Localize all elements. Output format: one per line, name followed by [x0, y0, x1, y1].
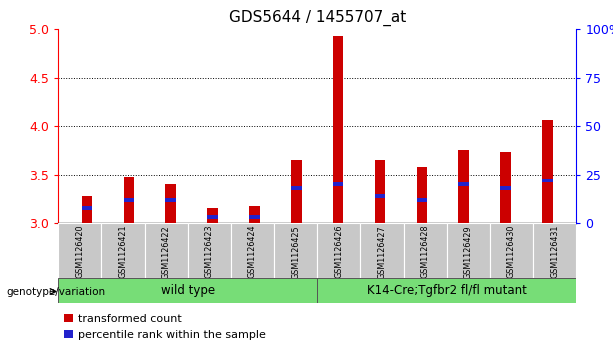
- Bar: [417, 198, 427, 202]
- Text: GSM1126430: GSM1126430: [507, 225, 516, 278]
- Bar: [375, 160, 385, 223]
- Bar: [82, 206, 92, 210]
- Bar: [207, 216, 218, 219]
- Bar: [291, 160, 302, 223]
- Text: GSM1126429: GSM1126429: [464, 225, 473, 278]
- Bar: [333, 36, 343, 223]
- Text: GSM1126428: GSM1126428: [421, 225, 430, 278]
- Text: wild type: wild type: [161, 284, 215, 297]
- Bar: [124, 177, 134, 223]
- Bar: [447, 223, 490, 278]
- Bar: [360, 223, 403, 278]
- Text: GSM1126431: GSM1126431: [550, 225, 559, 278]
- Bar: [249, 206, 260, 223]
- Text: K14-Cre;Tgfbr2 fl/fl mutant: K14-Cre;Tgfbr2 fl/fl mutant: [367, 284, 527, 297]
- Title: GDS5644 / 1455707_at: GDS5644 / 1455707_at: [229, 10, 406, 26]
- Text: GSM1126421: GSM1126421: [118, 225, 128, 278]
- Text: GSM1126422: GSM1126422: [162, 225, 170, 278]
- Legend: transformed count, percentile rank within the sample: transformed count, percentile rank withi…: [64, 314, 266, 340]
- Bar: [333, 183, 343, 186]
- Bar: [58, 278, 318, 303]
- Text: GSM1126423: GSM1126423: [205, 225, 214, 278]
- Bar: [249, 216, 260, 219]
- Text: GSM1126426: GSM1126426: [334, 225, 343, 278]
- Bar: [403, 223, 447, 278]
- Bar: [459, 150, 469, 223]
- Bar: [459, 183, 469, 186]
- Bar: [207, 208, 218, 223]
- Bar: [318, 278, 576, 303]
- Text: GSM1126425: GSM1126425: [291, 225, 300, 278]
- Text: GSM1126427: GSM1126427: [378, 225, 386, 278]
- Bar: [274, 223, 318, 278]
- Bar: [490, 223, 533, 278]
- Bar: [543, 179, 553, 183]
- Bar: [318, 223, 360, 278]
- Bar: [417, 167, 427, 223]
- Bar: [166, 184, 176, 223]
- Bar: [500, 152, 511, 223]
- Text: GSM1126424: GSM1126424: [248, 225, 257, 278]
- Bar: [145, 223, 188, 278]
- Bar: [82, 196, 92, 223]
- Bar: [231, 223, 274, 278]
- Bar: [166, 198, 176, 202]
- Bar: [543, 120, 553, 223]
- Bar: [291, 186, 302, 190]
- Bar: [375, 194, 385, 198]
- Text: genotype/variation: genotype/variation: [6, 287, 105, 297]
- Bar: [124, 198, 134, 202]
- Bar: [533, 223, 576, 278]
- Text: GSM1126420: GSM1126420: [75, 225, 85, 278]
- Bar: [101, 223, 145, 278]
- Bar: [500, 186, 511, 190]
- Bar: [188, 223, 231, 278]
- Bar: [58, 223, 101, 278]
